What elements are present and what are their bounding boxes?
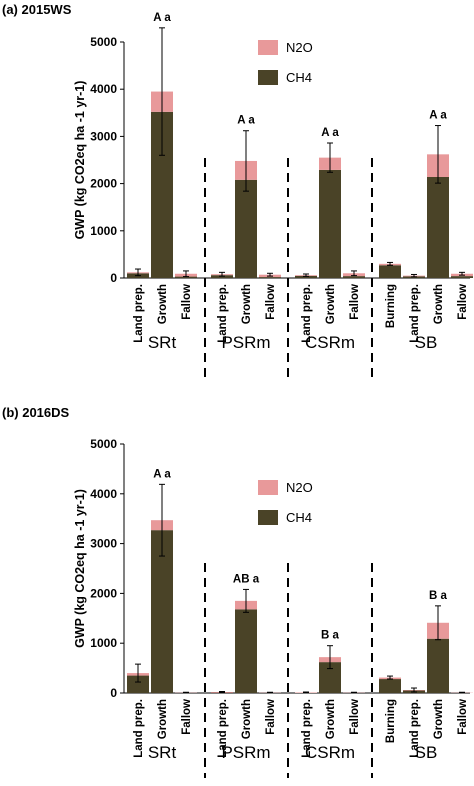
bar-ch4: [295, 275, 317, 278]
bar-ch4: [451, 276, 473, 278]
significance-label: B a: [321, 630, 340, 642]
category-label: Land prep.: [133, 699, 145, 758]
y-tick-label: 1000: [90, 224, 117, 238]
category-label: Land prep.: [409, 699, 421, 758]
y-tick-label: 1000: [90, 636, 117, 650]
legend-label: CH4: [286, 70, 312, 85]
group-label: SB: [415, 333, 438, 352]
category-label: Burning: [385, 699, 397, 743]
category-label: Growth: [433, 284, 445, 324]
significance-label: A a: [237, 115, 255, 127]
category-label: Growth: [241, 284, 253, 324]
group-label: SB: [415, 743, 438, 762]
category-label: Growth: [157, 284, 169, 324]
y-axis-label: GWP (kg CO2eq ha -1 yr-1): [73, 81, 87, 240]
chart-2016ds: 0 1000 2000 3000 4000 5000 GWP (kg CO2eq ha -1…: [73, 437, 473, 778]
group-label: PSRm: [221, 743, 270, 762]
category-label: Fallow: [349, 284, 361, 320]
y-tick-label: 0: [110, 686, 117, 700]
category-label: Growth: [433, 699, 445, 739]
chart-2015ws: 0 1000 2000 3000 4000 5000 GWP (kg CO2eq ha -1…: [73, 12, 473, 380]
category-label: Land prep.: [217, 699, 229, 758]
legend-label: N2O: [286, 480, 313, 495]
significance-label: A a: [153, 468, 171, 480]
group-label: SRt: [148, 333, 177, 352]
y-tick-label: 2000: [90, 177, 117, 191]
y-tick-label: 4000: [90, 82, 117, 96]
category-label: Fallow: [265, 284, 277, 320]
y-tick-label: 3000: [90, 129, 117, 143]
legend-swatch: [258, 480, 278, 495]
bar-ch4: [343, 276, 365, 278]
category-label: Growth: [325, 699, 337, 739]
y-tick-label: 0: [110, 271, 117, 285]
category-label: Growth: [157, 699, 169, 739]
category-label: Growth: [325, 284, 337, 324]
y-tick-label: 3000: [90, 537, 117, 551]
category-label: Fallow: [457, 284, 469, 320]
category-label: Fallow: [181, 699, 193, 735]
bar-ch4: [427, 176, 449, 278]
category-label: Fallow: [349, 699, 361, 735]
significance-label: A a: [429, 110, 447, 122]
significance-label: B a: [429, 590, 448, 602]
legend: N2O CH4: [258, 480, 313, 525]
panel-b-title: (b) 2016DS: [2, 405, 70, 420]
group-label: PSRm: [221, 333, 270, 352]
y-tick-label: 5000: [90, 437, 117, 451]
legend-swatch: [258, 70, 278, 85]
category-label: Burning: [385, 284, 397, 328]
category-label: Land prep.: [301, 699, 313, 758]
significance-label: AB a: [233, 573, 260, 585]
category-label: Land prep.: [133, 284, 145, 343]
significance-label: A a: [321, 127, 339, 139]
group-label: SRt: [148, 743, 177, 762]
significance-label: A a: [153, 12, 171, 24]
y-tick-label: 4000: [90, 487, 117, 501]
bar-ch4: [151, 111, 173, 278]
legend-label: N2O: [286, 40, 313, 55]
group-label: CSRm: [305, 743, 355, 762]
bar-ch4: [379, 265, 401, 278]
category-label: Land prep.: [217, 284, 229, 343]
category-label: Fallow: [457, 699, 469, 735]
category-label: Fallow: [181, 284, 193, 320]
legend: N2O CH4: [258, 40, 313, 85]
legend-swatch: [258, 510, 278, 525]
bar-ch4: [259, 277, 281, 278]
bar-ch4: [175, 276, 197, 278]
y-tick-label: 2000: [90, 586, 117, 600]
legend-swatch: [258, 40, 278, 55]
bar-ch4: [235, 609, 257, 693]
category-label: Land prep.: [409, 284, 421, 343]
category-label: Fallow: [265, 699, 277, 735]
category-label: Land prep.: [301, 284, 313, 343]
y-axis-label: GWP (kg CO2eq ha -1 yr-1): [73, 489, 87, 648]
bar-ch4: [235, 179, 257, 278]
y-tick-label: 5000: [90, 35, 117, 49]
bar-ch4: [151, 530, 173, 693]
bar-ch4: [319, 662, 341, 693]
panel-a-title: (a) 2015WS: [2, 2, 72, 17]
legend-label: CH4: [286, 510, 312, 525]
group-label: CSRm: [305, 333, 355, 352]
bar-ch4: [127, 675, 149, 693]
category-label: Growth: [241, 699, 253, 739]
bar-ch4: [379, 679, 401, 693]
bar-ch4: [427, 638, 449, 693]
bar-ch4: [319, 169, 341, 278]
